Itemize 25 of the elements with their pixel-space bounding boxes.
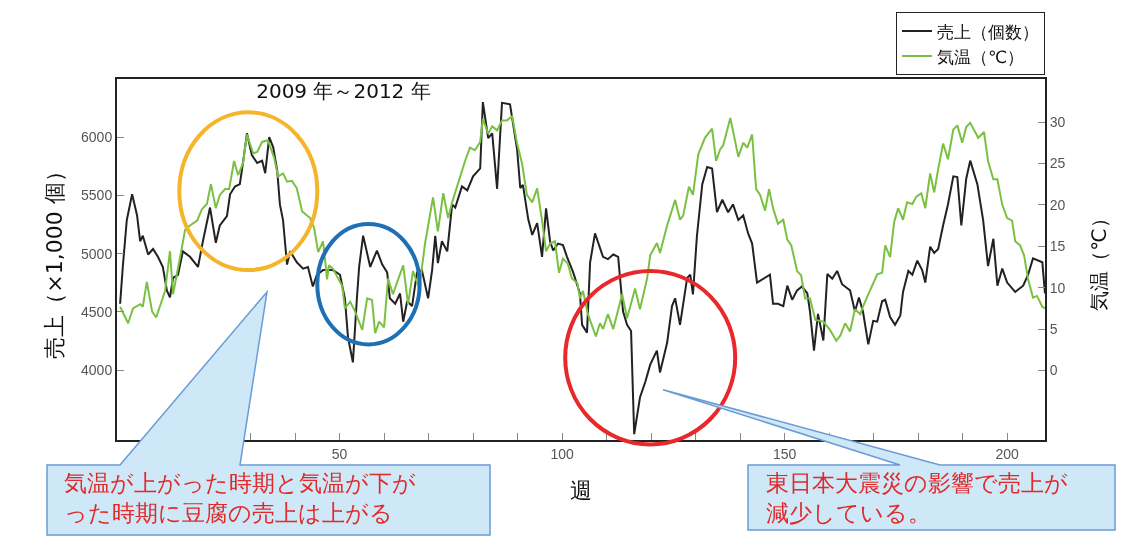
- y-tick-label: 4500: [81, 303, 113, 320]
- y2-axis-title: 気温（℃）: [1087, 208, 1111, 311]
- x-tick-label: 200: [995, 445, 1020, 462]
- y2-tick-label: 15: [1049, 238, 1066, 255]
- y2-tick-label: 30: [1049, 113, 1066, 130]
- y-tick-label: 6000: [81, 129, 113, 146]
- y2-tick-label: 5: [1049, 320, 1058, 337]
- x-tick-label: 150: [772, 445, 797, 462]
- line-series: [119, 115, 1045, 342]
- y-tick-label: 4000: [81, 362, 113, 379]
- y-tick-label: 5000: [81, 245, 113, 262]
- y2-tick-label: 0: [1049, 362, 1058, 379]
- y2-tick-label: 20: [1049, 196, 1066, 213]
- y2-tick-label: 10: [1049, 279, 1066, 296]
- text: 東日本大震災の影響で売上が減少している。: [766, 469, 1069, 528]
- y2-tick-label: 25: [1049, 155, 1066, 172]
- y-axis-title: 売上（×1,000 個）: [42, 160, 67, 359]
- x-axis-title: 週: [570, 478, 592, 504]
- text: 気温が上がった時期と気温が下がった時期に豆腐の売上は上がる: [64, 469, 417, 528]
- legend-label: 売上（個数）: [937, 21, 1039, 42]
- x-tick-label: 50: [331, 445, 348, 462]
- x-tick-label: 100: [550, 445, 574, 462]
- y-tick-label: 5500: [81, 187, 113, 204]
- chart-title: 2009 年～2012 年: [256, 79, 431, 104]
- legend-label: 気温（℃）: [937, 46, 1025, 67]
